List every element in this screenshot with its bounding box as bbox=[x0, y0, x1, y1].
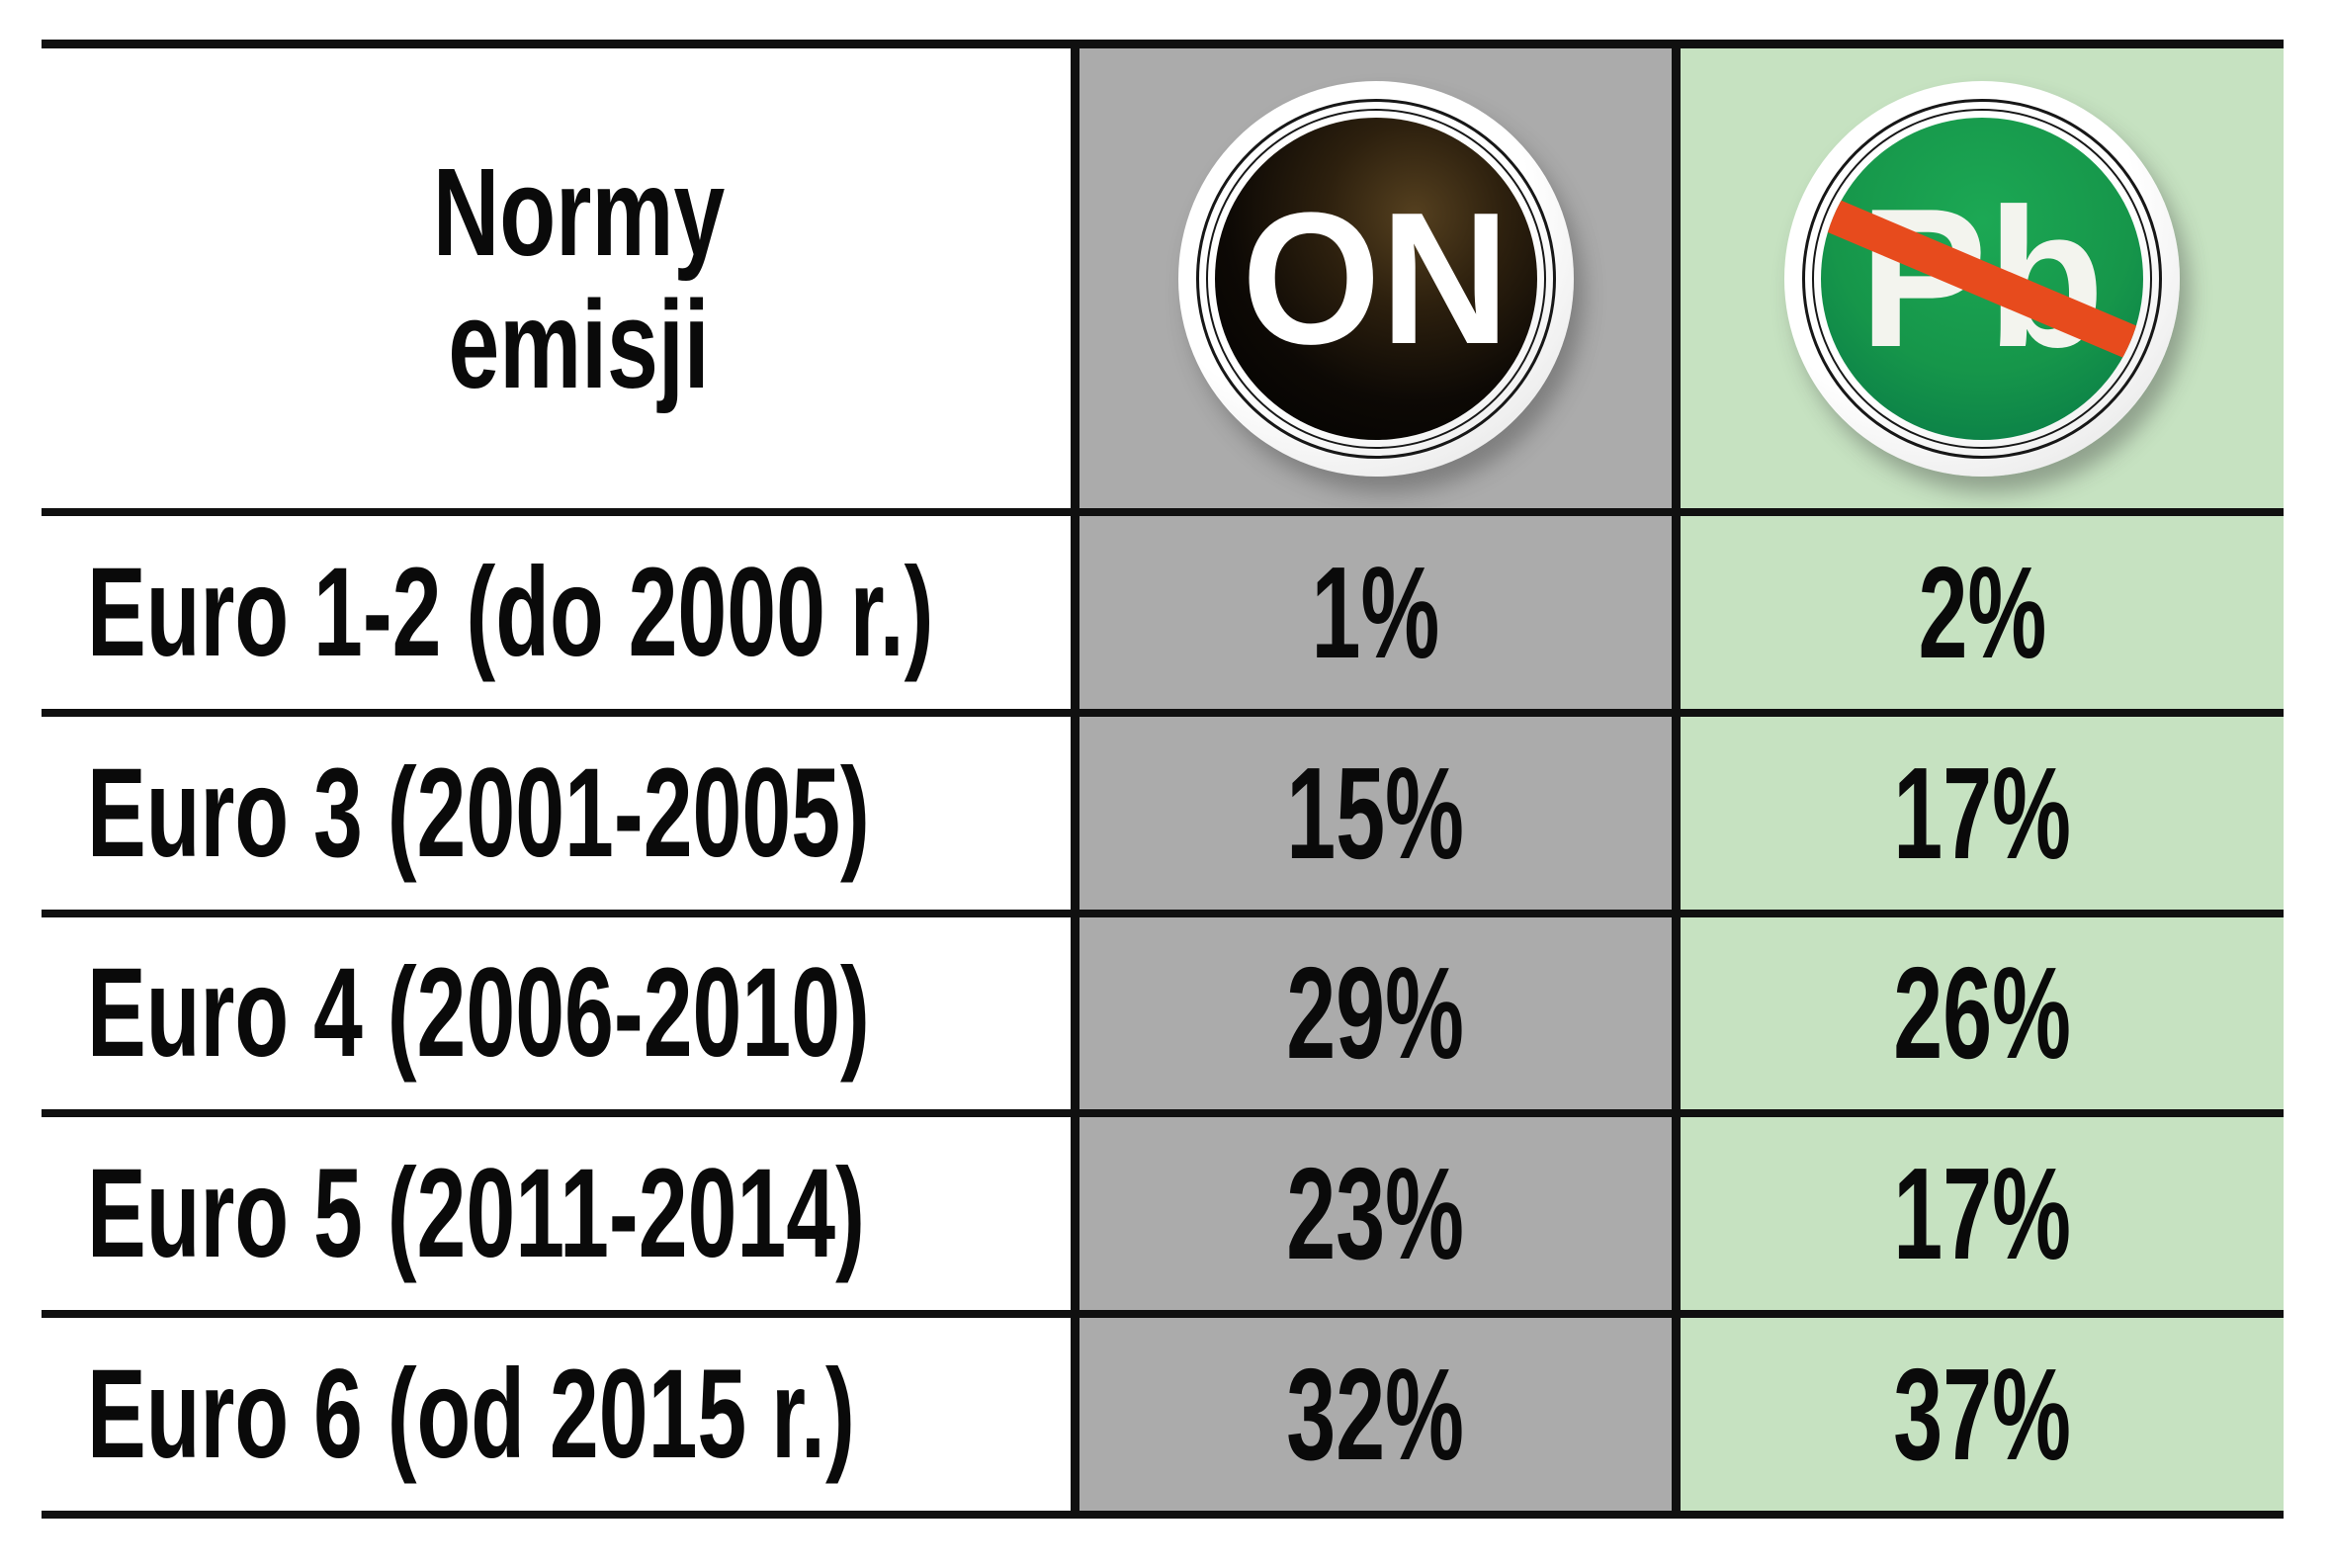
unleaded-pb-badge-icon: Pb bbox=[1784, 80, 2180, 477]
table-row-label: Euro 3 (2001-2005) bbox=[42, 716, 1071, 917]
header-diesel-cell: ON bbox=[1071, 48, 1681, 516]
petrol-value-cell: 37% bbox=[1681, 1318, 2284, 1519]
table-row-label: Euro 6 (od 2015 r.) bbox=[42, 1318, 1071, 1519]
diesel-value-cell: 23% bbox=[1071, 1117, 1681, 1319]
diesel-badge-label: ON bbox=[1242, 173, 1510, 384]
diesel-value-cell: 29% bbox=[1071, 916, 1681, 1118]
table-title-line1: Normy bbox=[432, 141, 726, 282]
diesel-value-cell: 15% bbox=[1071, 716, 1681, 917]
petrol-value-cell: 26% bbox=[1681, 916, 2284, 1118]
table-row-label: Euro 4 (2006-2010) bbox=[42, 916, 1071, 1118]
petrol-value-cell: 17% bbox=[1681, 1117, 2284, 1319]
header-title-cell: Normy emisji bbox=[42, 48, 1071, 516]
petrol-value-cell: 17% bbox=[1681, 716, 2284, 917]
header-petrol-cell: Pb bbox=[1681, 48, 2284, 516]
table-title-line2: emisji bbox=[448, 274, 710, 414]
petrol-value-cell: 2% bbox=[1681, 516, 2284, 717]
table-row-label: Euro 1-2 (do 2000 r.) bbox=[42, 516, 1071, 717]
petrol-badge-disc: Pb bbox=[1821, 117, 2143, 440]
diesel-on-badge-icon: ON bbox=[1177, 80, 1574, 477]
diesel-value-cell: 32% bbox=[1071, 1318, 1681, 1519]
emission-table: Normy emisji ON Pb Euro 1-2 (do 2000 r.) bbox=[42, 40, 2284, 1519]
diesel-value-cell: 1% bbox=[1071, 516, 1681, 717]
diesel-badge-disc: ON bbox=[1214, 117, 1537, 440]
table-title: Normy emisji bbox=[433, 146, 725, 410]
table-row-label: Euro 5 (2011-2014) bbox=[42, 1117, 1071, 1319]
